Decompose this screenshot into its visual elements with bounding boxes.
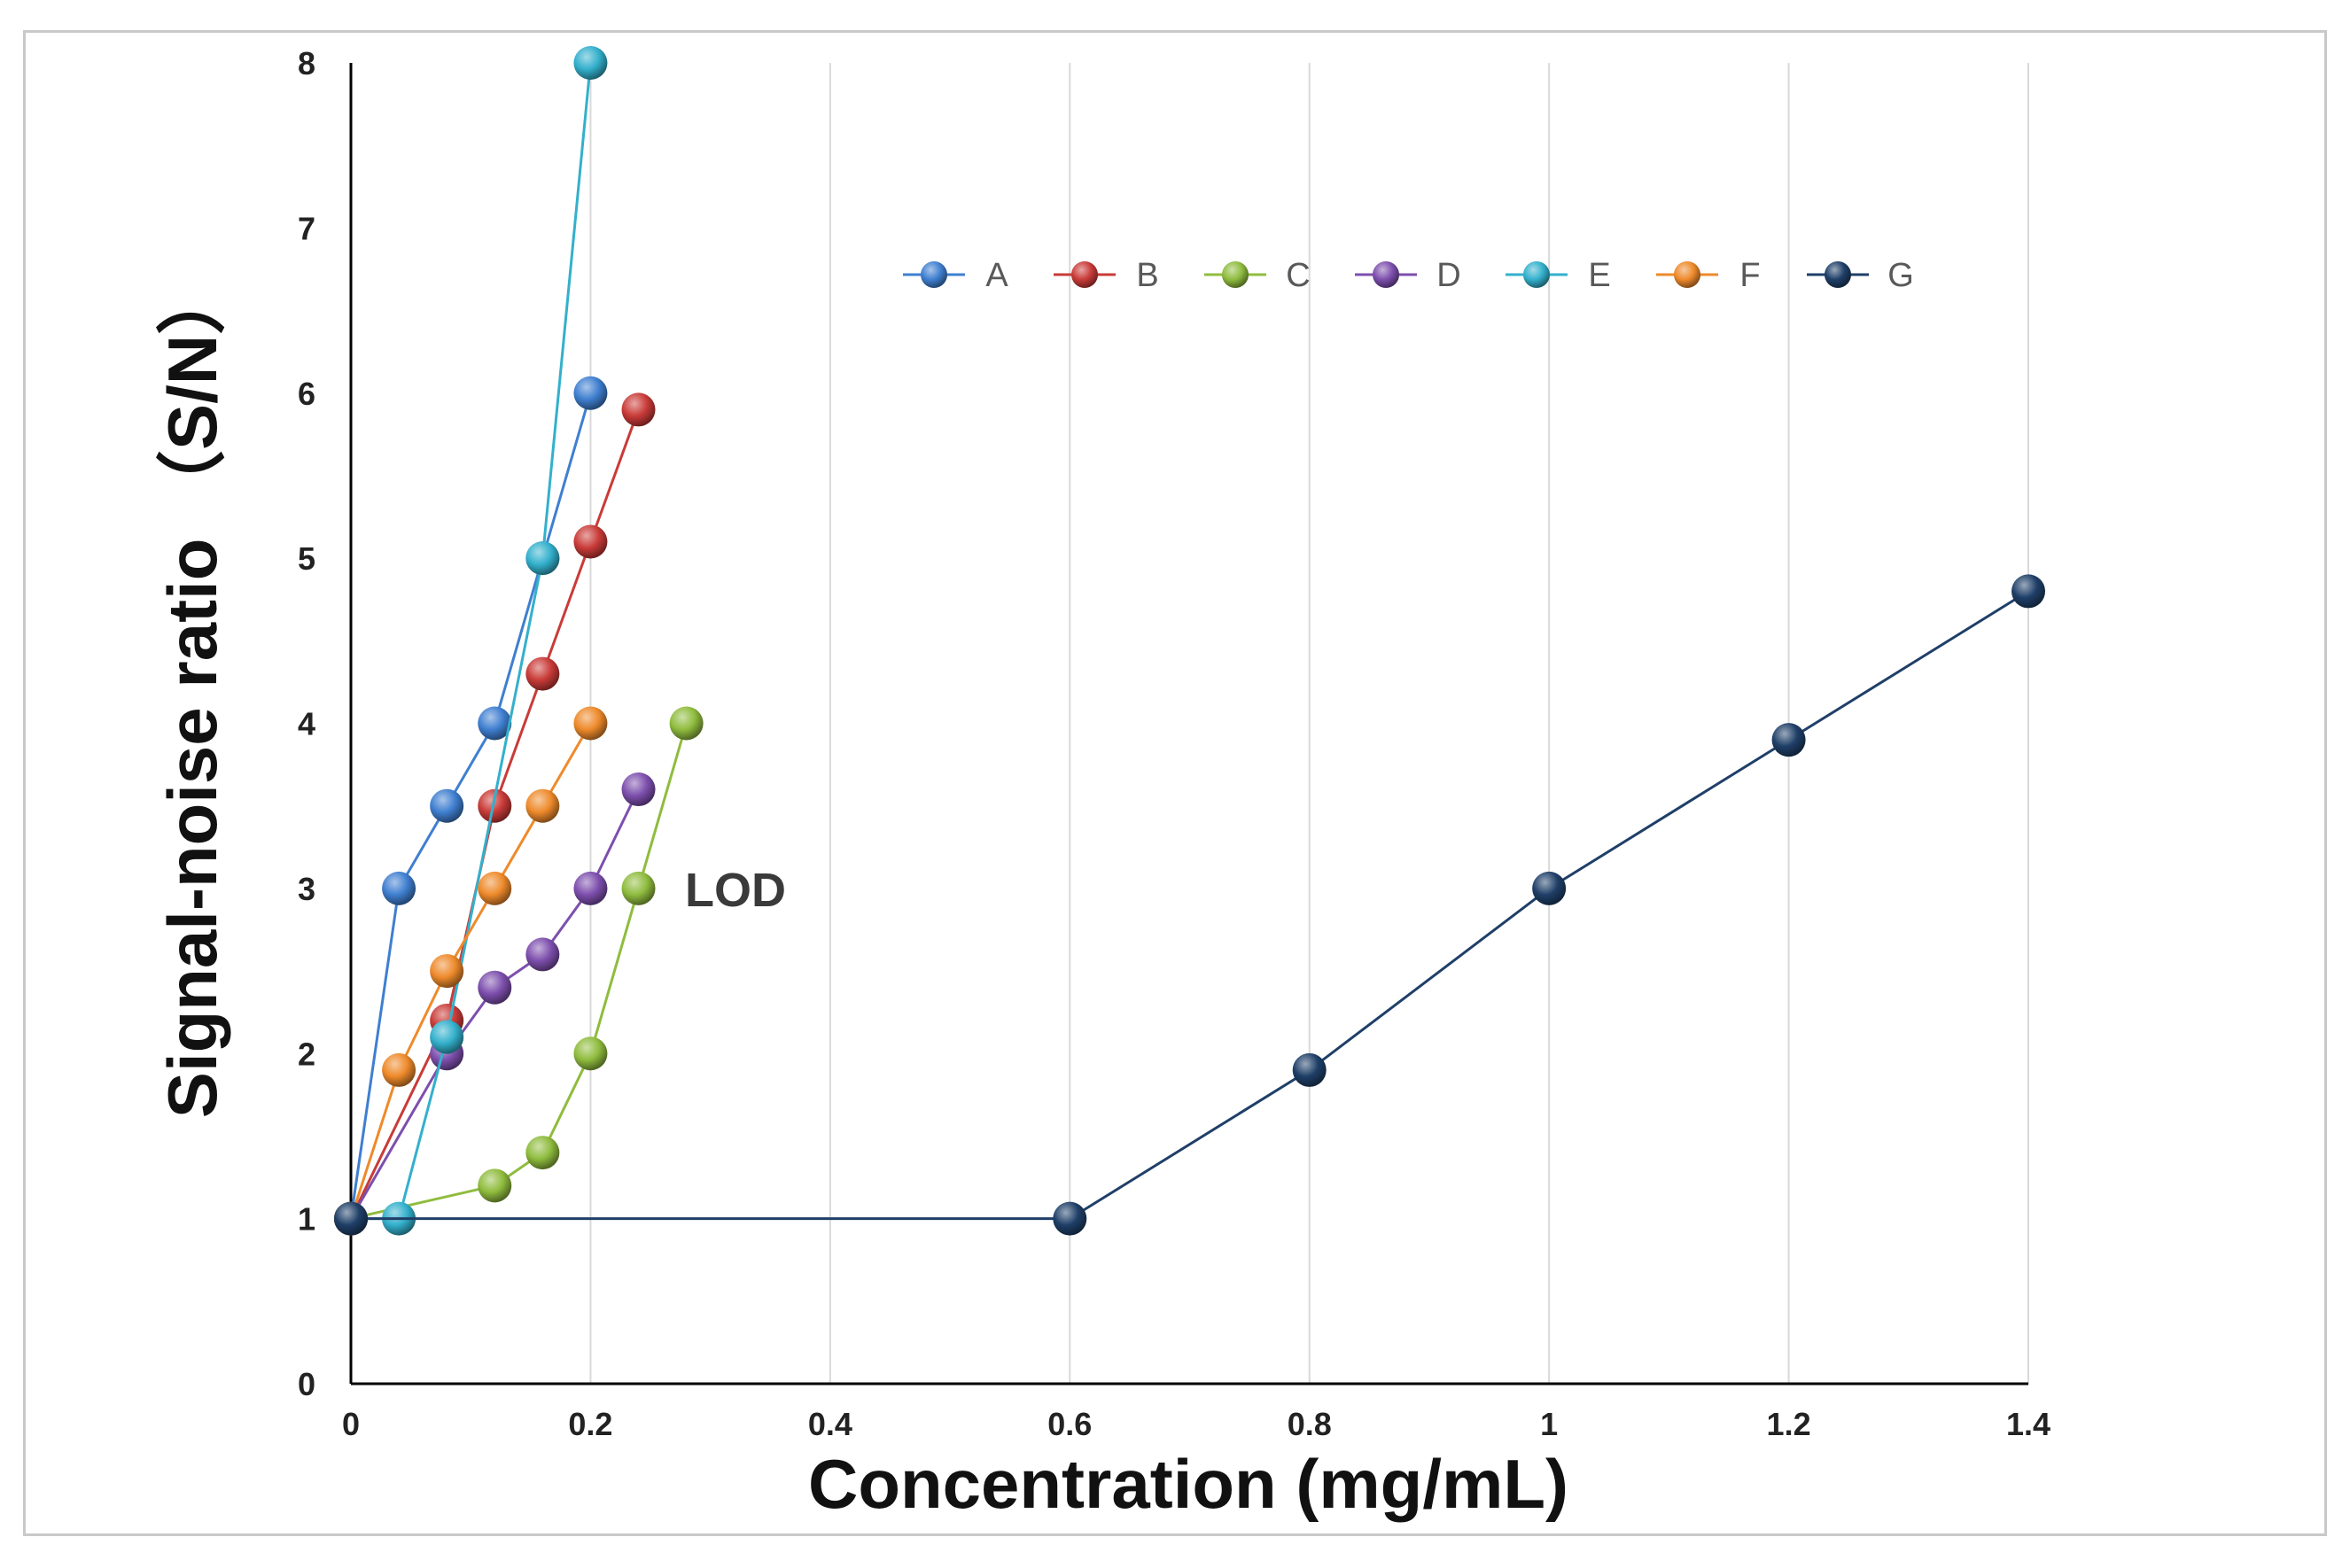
legend-item-E: E <box>1506 257 1611 294</box>
series-F <box>334 706 608 1236</box>
y-tick-label: 0 <box>298 1366 315 1402</box>
series-line-C <box>350 723 689 1221</box>
data-point-G <box>334 1201 368 1236</box>
data-point-C <box>478 1168 512 1203</box>
data-point-G <box>1532 871 1567 905</box>
data-point-F <box>478 871 512 905</box>
data-point-C <box>525 1136 560 1170</box>
y-tick-label: 3 <box>298 871 315 907</box>
y-tick-label: 7 <box>298 210 315 246</box>
data-point-G <box>2012 574 2045 609</box>
y-tick-label: 2 <box>298 1036 315 1072</box>
figure-frame: 0 0.2 0.4 0.6 0.8 1 1.2 1.4 0 1 2 3 4 5 6 7 8 A B C D E F G LO… <box>23 30 2327 1536</box>
legend-item-D: D <box>1355 257 1461 294</box>
series-line-G <box>351 590 2029 1221</box>
data-point-A <box>573 376 608 410</box>
data-point-B <box>525 656 560 691</box>
x-tick-label: 0.6 <box>1047 1406 1092 1442</box>
x-tick-label: 1.2 <box>1767 1406 1811 1442</box>
legend-item-G: G <box>1807 257 1914 294</box>
series-C <box>334 706 704 1236</box>
legend-marker <box>921 261 947 288</box>
data-point-E <box>525 541 560 576</box>
legend-item-F: F <box>1656 257 1761 294</box>
x-axis-title: Concentration (mg/mL) <box>808 1445 1568 1523</box>
legend-label: G <box>1887 257 1914 294</box>
lod-annotation: LOD <box>685 864 786 917</box>
axes <box>349 63 2028 1386</box>
data-point-D <box>478 970 512 1005</box>
data-point-G <box>1053 1201 1087 1236</box>
data-point-B <box>573 524 608 559</box>
data-point-D <box>621 772 656 807</box>
data-point-F <box>525 788 560 823</box>
data-point-C <box>669 706 704 741</box>
legend-item-C: C <box>1204 257 1311 294</box>
data-point-D <box>525 937 560 972</box>
data-point-B <box>621 392 656 427</box>
data-point-B <box>478 788 512 823</box>
data-point-A <box>430 788 464 823</box>
y-tick-label: 8 <box>298 45 315 82</box>
data-point-F <box>382 1052 416 1087</box>
legend-item-B: B <box>1054 257 1159 294</box>
y-tick-label: 1 <box>298 1201 315 1238</box>
data-point-G <box>1771 723 1806 757</box>
data-point-E <box>573 46 608 80</box>
x-tick-label: 1 <box>1540 1406 1558 1442</box>
legend-label: B <box>1136 257 1158 294</box>
series-B <box>334 392 656 1236</box>
y-axis-title: Signal-noise ratio （S/N） <box>153 266 231 1118</box>
series <box>334 46 2045 1236</box>
legend-item-A: A <box>903 257 1008 294</box>
legend-label: D <box>1436 257 1460 294</box>
data-point-D <box>573 871 608 905</box>
x-tick-label: 1.4 <box>2006 1406 2050 1442</box>
data-point-C <box>573 1036 608 1071</box>
x-tick-label: 0.2 <box>568 1406 612 1442</box>
legend-label: C <box>1286 257 1310 294</box>
legend-marker <box>1825 261 1851 288</box>
legend-marker <box>1674 261 1700 288</box>
data-point-A <box>382 871 416 905</box>
data-point-F <box>573 706 608 741</box>
legend-marker <box>1222 261 1249 288</box>
legend-label: F <box>1739 257 1760 294</box>
series-line-A <box>349 392 592 1219</box>
series-D <box>334 772 656 1236</box>
data-point-F <box>430 954 464 989</box>
data-point-E <box>430 1020 464 1054</box>
y-tick-label: 6 <box>298 376 315 412</box>
x-tick-label: 0.4 <box>808 1406 852 1442</box>
series-A <box>334 376 608 1236</box>
data-point-G <box>1292 1052 1327 1087</box>
series-line-D <box>349 788 640 1220</box>
tick-labels: 0 0.2 0.4 0.6 0.8 1 1.2 1.4 0 1 2 3 4 5 6 7 8 <box>298 45 2050 1442</box>
line-chart: 0 0.2 0.4 0.6 0.8 1 1.2 1.4 0 1 2 3 4 5 6 7 8 A B C D E F G LO… <box>153 45 2050 1523</box>
legend: A B C D E F G <box>903 257 1914 294</box>
x-tick-label: 0 <box>342 1406 360 1442</box>
y-tick-label: 5 <box>298 540 315 577</box>
legend-label: A <box>985 257 1008 294</box>
legend-marker <box>1373 261 1399 288</box>
data-point-C <box>621 871 656 905</box>
data-point-A <box>478 706 512 741</box>
series-G <box>334 574 2045 1236</box>
x-tick-label: 0.8 <box>1288 1406 1332 1442</box>
legend-marker <box>1523 261 1550 288</box>
legend-label: E <box>1588 257 1610 294</box>
legend-marker <box>1071 261 1098 288</box>
y-tick-label: 4 <box>298 706 315 742</box>
